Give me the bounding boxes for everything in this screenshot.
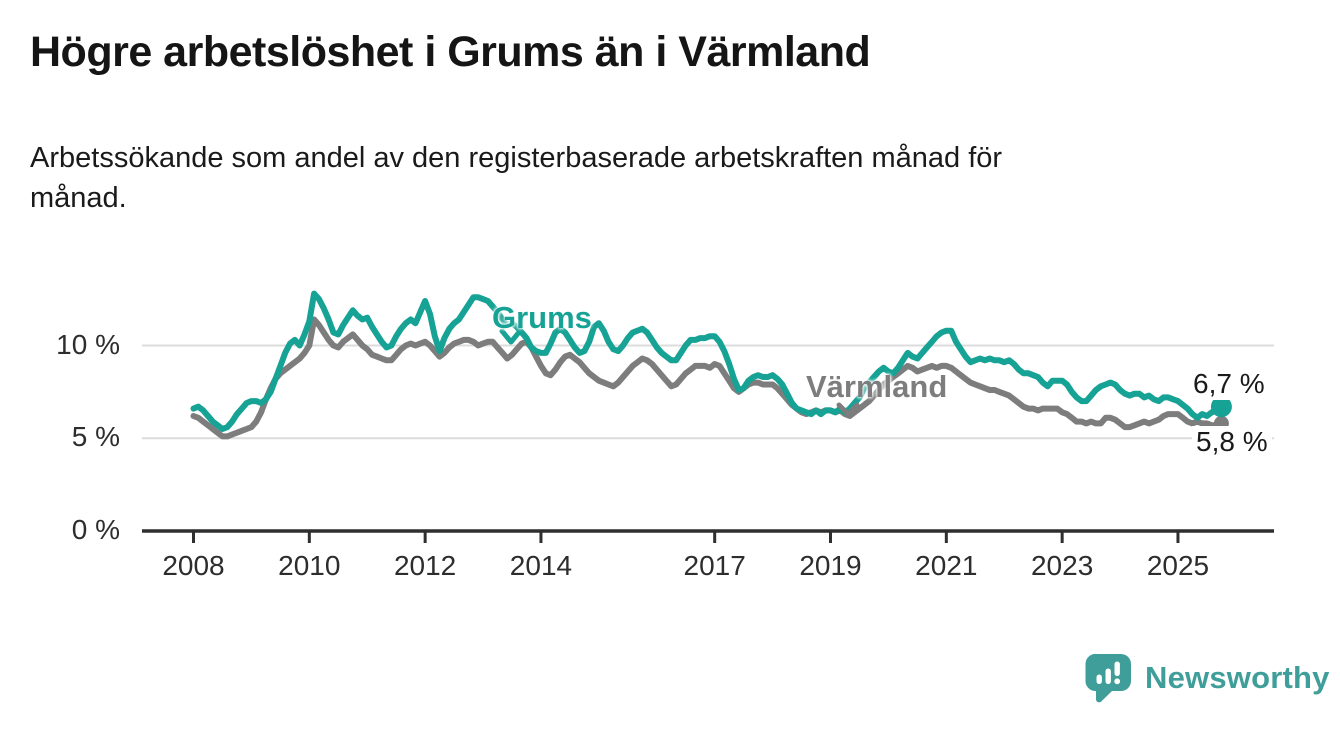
newsworthy-logo-text: Newsworthy xyxy=(1145,660,1330,695)
chart-title: Högre arbetslöshet i Grums än i Värmland xyxy=(30,28,871,76)
end-value-grums: 6,7 % xyxy=(1189,368,1269,400)
series-line-grums xyxy=(190,290,1225,432)
y-tick-label: 10 % xyxy=(56,328,120,360)
x-tick-label: 2008 xyxy=(162,550,225,581)
x-tick-label: 2014 xyxy=(509,550,573,581)
x-tick-label: 2012 xyxy=(393,550,457,581)
x-tick-label: 2010 xyxy=(278,550,341,581)
x-tick-label: 2025 xyxy=(1146,550,1210,581)
x-tick-label: 2021 xyxy=(915,550,978,581)
chart-subtitle: Arbetssökande som andel av den registerb… xyxy=(30,138,1260,218)
x-tick-label: 2019 xyxy=(799,550,862,581)
chevron-down-icon-grums xyxy=(499,328,523,345)
newsworthy-logo[interactable]: Newsworthy xyxy=(1085,653,1330,703)
y-tick-label: 5 % xyxy=(71,421,120,453)
series-label-grums: Grums xyxy=(492,300,592,335)
bar-chart-speech-bubble-icon xyxy=(1085,653,1131,703)
chevron-down-icon-varmland xyxy=(836,402,860,417)
chart-subtitle-line1: Arbetssökande som andel av den registerb… xyxy=(30,142,1003,174)
end-value-varmland: 5,8 % xyxy=(1192,426,1272,458)
x-tick-label: 2023 xyxy=(1030,550,1094,581)
x-tick-label: 2017 xyxy=(683,550,746,581)
y-tick-label: 0 % xyxy=(71,514,120,545)
chart-subtitle-line2: månad. xyxy=(30,182,127,214)
endpoint-dot-grums xyxy=(1210,396,1232,418)
series-label-varmland: Värmland xyxy=(806,369,948,404)
series-line-värmland xyxy=(190,316,1225,440)
